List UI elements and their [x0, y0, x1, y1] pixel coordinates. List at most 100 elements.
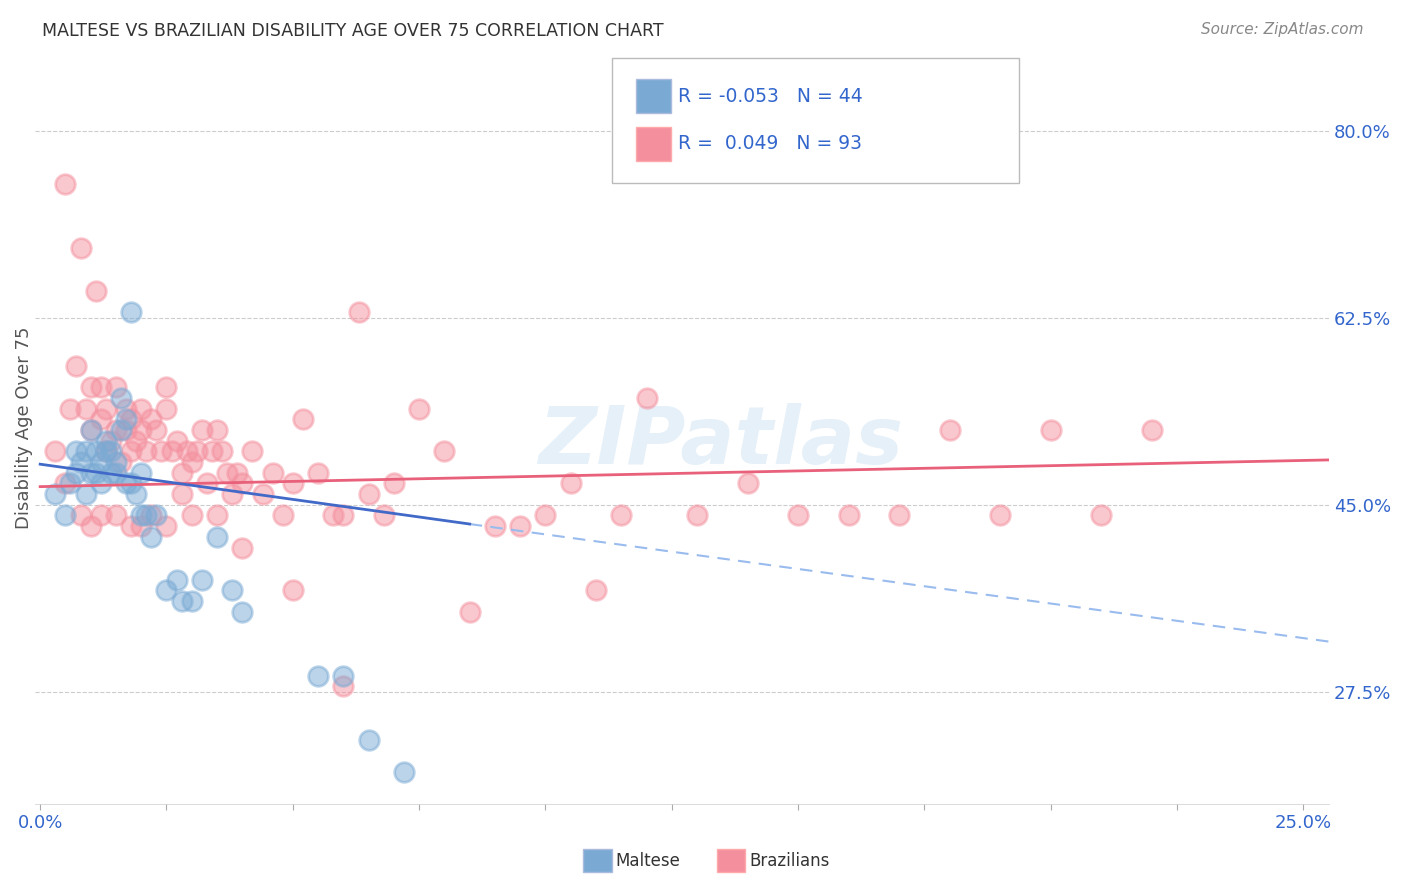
- Point: [94, 444, 117, 458]
- Point: [170, 487, 193, 501]
- Point: [94, 434, 117, 448]
- Point: [80, 423, 103, 437]
- Point: [458, 605, 481, 619]
- Point: [69, 508, 91, 523]
- Point: [180, 508, 202, 523]
- Point: [115, 423, 138, 437]
- Point: [939, 423, 962, 437]
- Point: [242, 444, 264, 458]
- Point: [170, 594, 193, 608]
- Point: [737, 476, 759, 491]
- Point: [262, 466, 284, 480]
- Text: R = -0.053   N = 44: R = -0.053 N = 44: [678, 87, 862, 106]
- Point: [94, 444, 117, 458]
- Point: [65, 466, 87, 480]
- Point: [69, 455, 91, 469]
- Point: [44, 444, 66, 458]
- Text: Source: ZipAtlas.com: Source: ZipAtlas.com: [1201, 22, 1364, 37]
- Point: [226, 466, 249, 480]
- Point: [1140, 423, 1163, 437]
- Point: [201, 444, 224, 458]
- Point: [75, 444, 97, 458]
- Point: [155, 380, 177, 394]
- Point: [205, 530, 228, 544]
- Point: [382, 476, 405, 491]
- Text: Brazilians: Brazilians: [749, 852, 830, 870]
- Point: [59, 401, 82, 416]
- Point: [205, 423, 228, 437]
- Point: [357, 487, 380, 501]
- Point: [231, 605, 253, 619]
- Point: [332, 508, 354, 523]
- Point: [145, 423, 167, 437]
- Point: [75, 487, 97, 501]
- Point: [170, 466, 193, 480]
- Point: [176, 444, 198, 458]
- Point: [100, 434, 122, 448]
- Point: [90, 380, 112, 394]
- Point: [135, 508, 157, 523]
- Point: [889, 508, 911, 523]
- Point: [69, 241, 91, 255]
- Point: [408, 401, 430, 416]
- Point: [560, 476, 582, 491]
- Point: [231, 476, 253, 491]
- Point: [120, 519, 142, 533]
- Point: [129, 466, 152, 480]
- Text: MALTESE VS BRAZILIAN DISABILITY AGE OVER 75 CORRELATION CHART: MALTESE VS BRAZILIAN DISABILITY AGE OVER…: [42, 22, 664, 40]
- Point: [231, 541, 253, 555]
- Point: [166, 434, 188, 448]
- Point: [129, 423, 152, 437]
- Point: [44, 487, 66, 501]
- Point: [135, 444, 157, 458]
- Point: [65, 444, 87, 458]
- Point: [59, 476, 82, 491]
- Point: [55, 508, 77, 523]
- Point: [65, 359, 87, 373]
- Point: [145, 508, 167, 523]
- Point: [100, 466, 122, 480]
- Point: [160, 444, 183, 458]
- Point: [84, 444, 107, 458]
- Point: [166, 573, 188, 587]
- Point: [281, 583, 304, 598]
- Text: R =  0.049   N = 93: R = 0.049 N = 93: [678, 134, 862, 153]
- Point: [141, 412, 163, 426]
- Point: [322, 508, 344, 523]
- Point: [332, 680, 354, 694]
- Point: [281, 476, 304, 491]
- Point: [104, 380, 127, 394]
- Point: [205, 508, 228, 523]
- Point: [585, 583, 607, 598]
- Point: [90, 412, 112, 426]
- Point: [80, 519, 103, 533]
- Point: [787, 508, 810, 523]
- Point: [75, 401, 97, 416]
- Point: [217, 466, 239, 480]
- Point: [80, 380, 103, 394]
- Point: [191, 573, 214, 587]
- Y-axis label: Disability Age Over 75: Disability Age Over 75: [15, 326, 32, 529]
- Point: [988, 508, 1011, 523]
- Point: [84, 466, 107, 480]
- Point: [191, 423, 214, 437]
- Point: [307, 466, 329, 480]
- Point: [155, 401, 177, 416]
- Point: [221, 487, 243, 501]
- Point: [307, 669, 329, 683]
- Point: [104, 455, 127, 469]
- Point: [129, 508, 152, 523]
- Point: [90, 455, 112, 469]
- Point: [195, 476, 218, 491]
- Point: [120, 305, 142, 319]
- Point: [110, 391, 132, 405]
- Point: [150, 444, 173, 458]
- Point: [252, 487, 274, 501]
- Point: [509, 519, 531, 533]
- Point: [610, 508, 633, 523]
- Point: [100, 444, 122, 458]
- Point: [80, 466, 103, 480]
- Point: [104, 466, 127, 480]
- Point: [115, 401, 138, 416]
- Point: [141, 508, 163, 523]
